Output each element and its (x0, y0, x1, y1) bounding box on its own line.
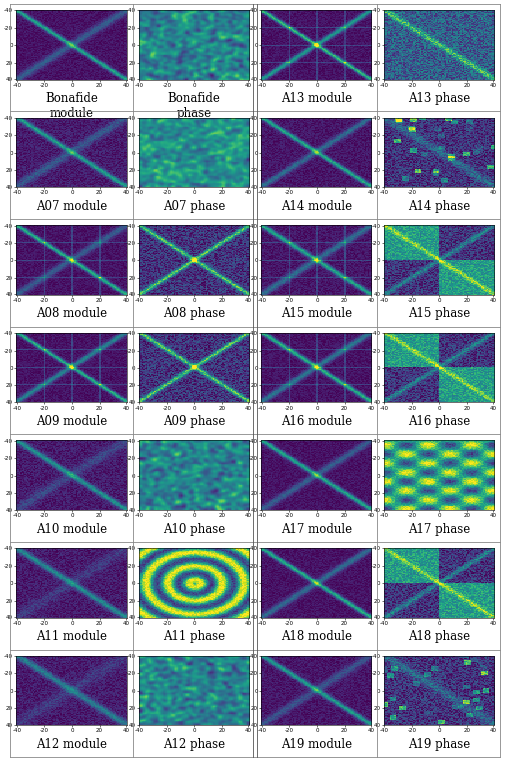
Text: A15 phase: A15 phase (408, 307, 470, 320)
Text: A13 phase: A13 phase (408, 92, 470, 105)
Text: A16 module: A16 module (281, 415, 352, 428)
Text: A14 phase: A14 phase (408, 199, 470, 212)
Text: A18 phase: A18 phase (408, 630, 470, 643)
Text: A19 phase: A19 phase (408, 738, 470, 751)
Text: A11 phase: A11 phase (163, 630, 225, 643)
Text: A07 module: A07 module (36, 199, 107, 212)
Text: A09 phase: A09 phase (163, 415, 225, 428)
Text: A14 module: A14 module (281, 199, 352, 212)
Text: A18 module: A18 module (281, 630, 352, 643)
Text: A10 phase: A10 phase (163, 523, 225, 536)
Text: A12 phase: A12 phase (163, 738, 225, 751)
Text: A12 module: A12 module (36, 738, 107, 751)
Text: A13 module: A13 module (281, 92, 352, 105)
Text: Bonafide
phase: Bonafide phase (167, 92, 220, 120)
Text: A19 module: A19 module (281, 738, 352, 751)
Text: A07 phase: A07 phase (163, 199, 225, 212)
Text: A08 phase: A08 phase (163, 307, 225, 320)
Text: A16 phase: A16 phase (408, 415, 470, 428)
Text: A10 module: A10 module (36, 523, 107, 536)
Text: A17 phase: A17 phase (408, 523, 470, 536)
Text: A09 module: A09 module (36, 415, 107, 428)
Text: Bonafide
module: Bonafide module (45, 92, 98, 120)
Text: A11 module: A11 module (36, 630, 107, 643)
Text: A08 module: A08 module (36, 307, 107, 320)
Text: A15 module: A15 module (281, 307, 352, 320)
Text: A17 module: A17 module (281, 523, 352, 536)
